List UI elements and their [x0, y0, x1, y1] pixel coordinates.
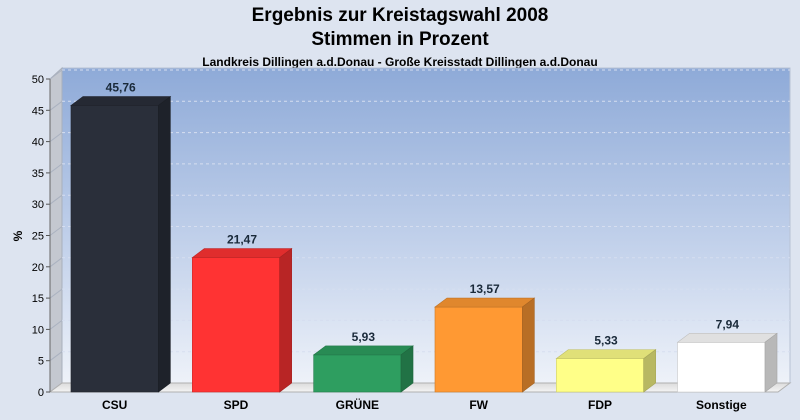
bar-value-label: 21,47 — [227, 233, 257, 247]
bar-front — [434, 306, 523, 393]
y-tick-label: 25 — [32, 231, 44, 243]
bar-value-label: 5,93 — [352, 330, 376, 344]
x-tick-label: FW — [469, 398, 488, 412]
gridline-side — [49, 226, 63, 236]
plot-side-wall — [49, 66, 63, 393]
chart-title: Ergebnis zur Kreistagswahl 2008 — [251, 5, 549, 26]
bar-side — [279, 247, 292, 393]
y-tick-label: 40 — [32, 137, 44, 149]
y-axis-label: % — [11, 230, 25, 241]
gridline-side — [49, 132, 63, 143]
bar-value-label: 45,76 — [106, 81, 136, 95]
bar-side — [400, 345, 414, 393]
bar-front — [677, 341, 766, 393]
bar-side — [158, 95, 171, 393]
bar-top — [676, 332, 778, 343]
gridline-side — [49, 351, 63, 362]
bar-value-label: 5,33 — [594, 334, 618, 348]
bar-top — [434, 297, 536, 308]
y-tick-label: 45 — [32, 105, 44, 117]
bar-side — [764, 332, 778, 393]
y-tick-label: 30 — [32, 199, 44, 211]
gridline-side — [49, 163, 63, 174]
gridline-side — [49, 69, 63, 80]
y-tick-label: 15 — [32, 293, 44, 305]
bar-value-label: 7,94 — [716, 317, 740, 331]
bar-front — [313, 354, 402, 393]
gridline-side — [49, 319, 63, 330]
y-tick-label: 10 — [32, 324, 44, 336]
bar-grüne — [312, 345, 414, 393]
gridline-side — [49, 100, 63, 111]
gridline-side — [49, 257, 63, 268]
bar-value-label: 13,57 — [470, 282, 500, 296]
bar-front — [192, 257, 280, 393]
bar-top — [70, 96, 172, 106]
x-tick-label: SPD — [224, 398, 249, 412]
y-tick-label: 35 — [32, 168, 44, 180]
bar-sonstige — [676, 332, 778, 393]
x-tick-label: GRÜNE — [336, 397, 379, 412]
x-tick-label: FDP — [588, 398, 612, 412]
gridline-side — [49, 288, 63, 299]
chart-title-line2: Stimmen in Prozent — [311, 29, 489, 50]
x-tick-label: CSU — [102, 398, 127, 412]
title-block: Ergebnis zur Kreistagswahl 2008 Stimmen … — [0, 4, 800, 70]
bar-csu — [70, 95, 172, 393]
chart-subtitle: Landkreis Dillingen a.d.Donau - Große Kr… — [202, 55, 598, 69]
bar-side — [643, 349, 656, 393]
gridline-side — [49, 194, 63, 205]
x-tick-label: Sonstige — [696, 398, 747, 412]
plot-back-wall — [61, 67, 791, 384]
y-tick-label: 5 — [38, 356, 44, 368]
bar-fw — [434, 297, 536, 393]
bar-side — [522, 297, 535, 393]
bar-front — [70, 105, 159, 393]
bar-top — [555, 349, 657, 359]
y-tick-label: 50 — [32, 74, 44, 86]
bar-spd — [191, 247, 293, 393]
bar-top — [312, 345, 414, 356]
bar-fdp — [555, 349, 657, 393]
y-tick-label: 20 — [32, 262, 44, 274]
y-tick-label: 0 — [38, 387, 44, 399]
bar-top — [191, 248, 293, 258]
bar-front — [556, 358, 644, 393]
